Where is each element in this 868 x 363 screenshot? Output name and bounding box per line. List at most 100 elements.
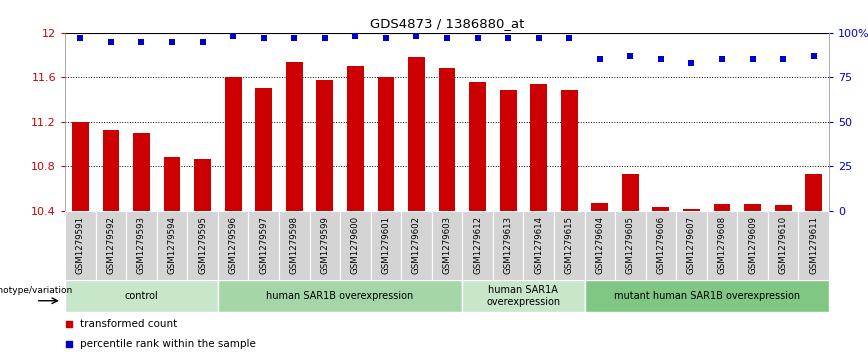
Point	[440, 35, 454, 41]
Bar	[401, 211, 431, 280]
Bar	[65, 280, 218, 312]
Text: GSM1279602: GSM1279602	[412, 216, 421, 274]
Point	[74, 35, 88, 41]
Bar	[615, 211, 646, 280]
Text: GSM1279595: GSM1279595	[198, 216, 207, 274]
Text: percentile rank within the sample: percentile rank within the sample	[81, 339, 256, 349]
Point	[410, 33, 424, 39]
Bar	[775, 205, 792, 211]
Text: GSM1279610: GSM1279610	[779, 216, 787, 274]
Point	[348, 33, 362, 39]
Bar	[653, 207, 669, 211]
Point	[287, 35, 301, 41]
Bar	[584, 211, 615, 280]
Bar	[408, 57, 424, 211]
Text: GSM1279594: GSM1279594	[168, 216, 176, 274]
Bar	[768, 211, 799, 280]
Point	[776, 57, 790, 62]
Text: GSM1279592: GSM1279592	[107, 216, 115, 274]
Bar	[248, 211, 279, 280]
Bar	[310, 211, 340, 280]
Bar	[683, 209, 700, 211]
Bar	[554, 211, 584, 280]
Bar	[279, 211, 310, 280]
Bar	[347, 66, 364, 211]
Bar	[622, 174, 639, 211]
Point	[501, 35, 515, 41]
Bar	[530, 84, 547, 211]
Point	[562, 35, 576, 41]
Bar	[676, 211, 707, 280]
Bar	[438, 68, 456, 211]
Bar	[95, 211, 126, 280]
Point	[715, 57, 729, 62]
Text: GSM1279605: GSM1279605	[626, 216, 635, 274]
Text: GSM1279607: GSM1279607	[687, 216, 696, 274]
Text: GSM1279606: GSM1279606	[656, 216, 666, 274]
Text: GSM1279608: GSM1279608	[718, 216, 727, 274]
Bar	[799, 211, 829, 280]
Title: GDS4873 / 1386880_at: GDS4873 / 1386880_at	[370, 17, 524, 30]
Bar	[371, 211, 401, 280]
Text: transformed count: transformed count	[81, 319, 178, 329]
Text: GSM1279593: GSM1279593	[137, 216, 146, 274]
Point	[532, 35, 546, 41]
Bar	[584, 280, 829, 312]
Bar	[225, 77, 241, 211]
Text: GSM1279612: GSM1279612	[473, 216, 482, 274]
Bar	[500, 90, 516, 211]
Text: GSM1279609: GSM1279609	[748, 216, 757, 274]
Point	[470, 35, 484, 41]
Bar	[194, 159, 211, 211]
Point	[165, 39, 179, 45]
Point	[104, 39, 118, 45]
Bar	[646, 211, 676, 280]
Bar	[65, 211, 95, 280]
Bar	[713, 204, 730, 211]
Point	[623, 53, 637, 59]
Text: GSM1279614: GSM1279614	[534, 216, 543, 274]
Bar	[157, 211, 187, 280]
Text: mutant human SAR1B overexpression: mutant human SAR1B overexpression	[614, 291, 799, 301]
Bar	[744, 204, 761, 211]
Bar	[737, 211, 768, 280]
Bar	[187, 211, 218, 280]
Point	[685, 60, 699, 66]
Text: GSM1279600: GSM1279600	[351, 216, 360, 274]
Text: human SAR1B overexpression: human SAR1B overexpression	[266, 291, 414, 301]
Bar	[493, 211, 523, 280]
Point	[806, 53, 820, 59]
Bar	[286, 62, 303, 211]
Bar	[317, 81, 333, 211]
Bar	[378, 77, 394, 211]
Bar	[561, 90, 577, 211]
Bar	[164, 157, 181, 211]
Point	[257, 35, 271, 41]
Bar	[463, 280, 584, 312]
Bar	[133, 133, 150, 211]
Text: GSM1279611: GSM1279611	[809, 216, 819, 274]
Point	[318, 35, 332, 41]
Point	[746, 57, 760, 62]
Text: GSM1279615: GSM1279615	[565, 216, 574, 274]
Bar	[707, 211, 737, 280]
Text: GSM1279598: GSM1279598	[290, 216, 299, 274]
Point	[654, 57, 667, 62]
Bar	[591, 203, 608, 211]
Bar	[523, 211, 554, 280]
Point	[227, 33, 240, 39]
Point	[135, 39, 148, 45]
Bar	[218, 280, 463, 312]
Point	[593, 57, 607, 62]
Text: GSM1279604: GSM1279604	[595, 216, 604, 274]
Text: GSM1279603: GSM1279603	[443, 216, 451, 274]
Bar	[806, 174, 822, 211]
Bar	[102, 131, 119, 211]
Text: GSM1279596: GSM1279596	[228, 216, 238, 274]
Bar	[463, 211, 493, 280]
Text: GSM1279601: GSM1279601	[381, 216, 391, 274]
Point	[284, 75, 298, 81]
Text: GSM1279597: GSM1279597	[260, 216, 268, 274]
Bar	[470, 82, 486, 211]
Text: genotype/variation: genotype/variation	[0, 286, 72, 295]
